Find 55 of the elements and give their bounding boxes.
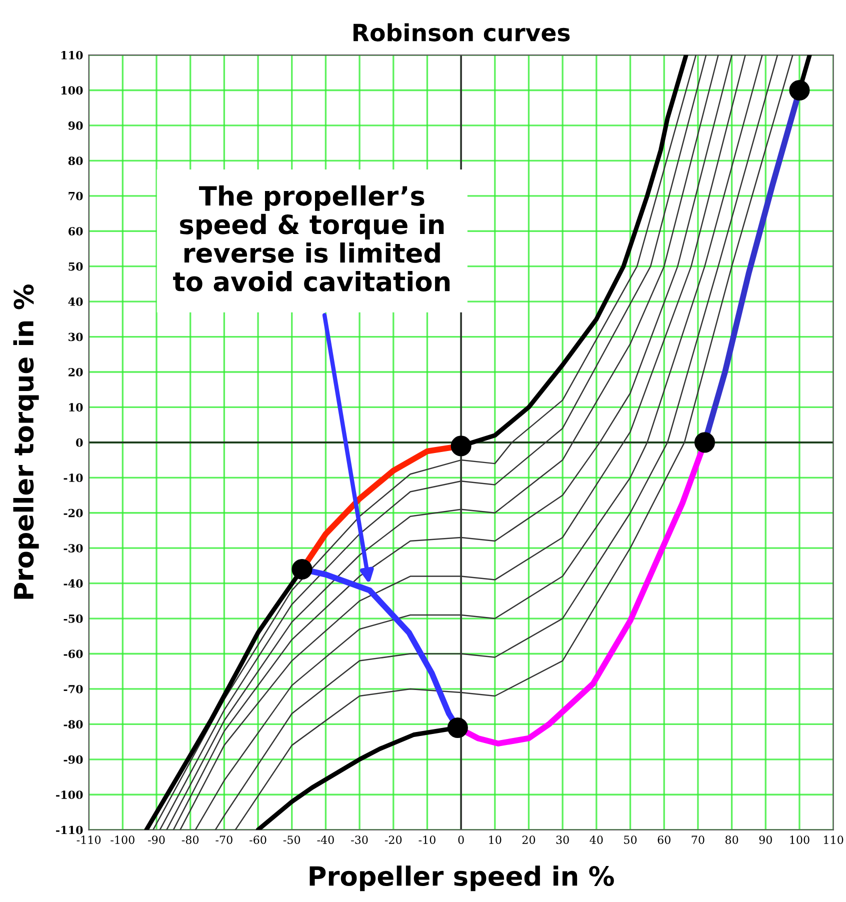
y-axis-title: Propeller torque in % xyxy=(13,284,39,599)
x-tick-label: -70 xyxy=(216,836,232,844)
y-tick-label: -20 xyxy=(64,508,83,518)
y-tick-label: 70 xyxy=(68,192,83,200)
chart-title: Robinson curves xyxy=(354,23,570,42)
x-tick-label: -60 xyxy=(250,836,266,844)
y-tick-label: -70 xyxy=(64,684,83,694)
point xyxy=(789,80,810,101)
y-tick-label: 100 xyxy=(61,86,83,95)
x-tick-label: 100 xyxy=(790,836,810,844)
x-tick-label: -80 xyxy=(182,836,199,844)
y-tick-label: 90 xyxy=(68,121,83,130)
x-tick-label: -50 xyxy=(283,836,300,844)
y-tick-label: 40 xyxy=(68,298,83,306)
x-tick-label: 90 xyxy=(759,836,772,844)
point xyxy=(292,558,312,580)
point xyxy=(447,717,468,738)
x-tick-label: 50 xyxy=(624,836,637,844)
y-tick-label: -110 xyxy=(56,826,83,834)
x-tick-label: 40 xyxy=(590,836,603,844)
x-axis-title: Propeller speed in % xyxy=(310,866,614,892)
y-tick-label: 30 xyxy=(68,332,83,342)
x-tick-label: 110 xyxy=(824,836,844,844)
x-tick-label: -110 xyxy=(76,836,101,844)
y-tick-label: 60 xyxy=(68,227,83,236)
x-tick-label: -20 xyxy=(384,836,402,844)
x-tick-label: 60 xyxy=(658,836,670,844)
x-tick-label: -10 xyxy=(418,836,436,844)
x-tick-label: -90 xyxy=(148,836,165,844)
y-tick-label: -60 xyxy=(64,650,83,658)
annotation: The propeller’s speed & torque in reverse is limited to avoid cavitation xyxy=(173,185,450,292)
x-tick-label: 70 xyxy=(692,836,704,844)
point xyxy=(450,436,472,456)
y-tick-label: -80 xyxy=(64,720,83,729)
x-tick-label: 30 xyxy=(556,836,569,844)
y-tick-label: -30 xyxy=(64,544,83,552)
y-tick-label: 80 xyxy=(68,156,83,166)
x-tick-label: 20 xyxy=(522,836,536,844)
y-tick-label: 0 xyxy=(76,438,83,447)
y-tick-label: 50 xyxy=(68,262,83,271)
y-tick-label: 110 xyxy=(61,50,83,60)
y-tick-label: -50 xyxy=(64,614,83,623)
y-tick-label: 20 xyxy=(68,368,83,376)
x-tick-label: -100 xyxy=(110,836,134,844)
x-tick-label: -30 xyxy=(351,836,368,844)
y-tick-label: -90 xyxy=(64,755,83,764)
x-tick-label: 10 xyxy=(489,836,502,844)
x-tick-label: 80 xyxy=(725,836,738,844)
y-tick-label: -100 xyxy=(56,790,83,799)
x-tick-label: 0 xyxy=(458,836,464,844)
y-tick-label: -40 xyxy=(64,579,83,588)
point xyxy=(694,432,715,453)
x-tick-label: -40 xyxy=(317,836,334,844)
y-tick-label: -10 xyxy=(64,474,83,482)
y-tick-label: 10 xyxy=(69,403,83,412)
